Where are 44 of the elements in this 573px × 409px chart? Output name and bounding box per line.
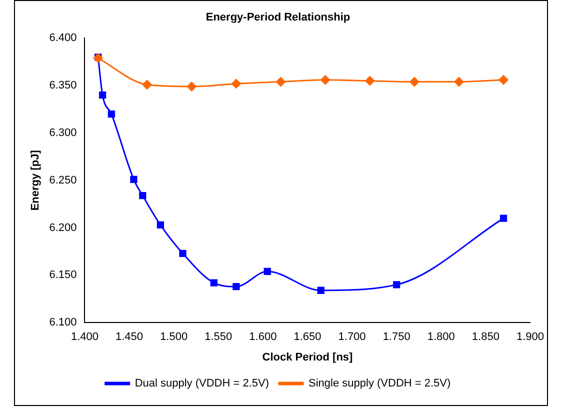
point [156,221,164,229]
point [410,77,420,87]
point [317,286,324,294]
point [365,76,375,86]
x-tick-label: 1.400 [70,331,98,344]
point [320,75,330,85]
point [108,110,116,118]
y-tick-label: 6.200 [49,222,77,234]
point [179,250,186,257]
legend-label: Single supply (VDDH = 2.5V) [308,378,451,390]
y-tick-label: 6.400 [49,32,77,44]
point [231,78,241,88]
point [130,176,138,184]
point [98,92,106,99]
x-axis-title: Clock Period [ns] [262,351,354,364]
x-tick-label: 1.850 [472,331,500,344]
x-tick-label: 1.500 [160,331,188,344]
point [498,75,508,85]
point [454,77,464,87]
y-tick-label: 6.350 [49,80,77,92]
point [276,77,286,87]
point [500,214,508,222]
x-tick-label: 1.650 [294,331,322,344]
x-tick-label: 1.750 [382,331,410,344]
chart-title: Energy-Period Relationship [206,12,350,24]
y-axis-title: Energy [pJ] [30,150,42,211]
x-tick-label: 1.600 [249,331,277,344]
x-tick-label: 1.700 [338,331,366,344]
x-tick-label: 1.550 [204,331,232,344]
point [264,268,271,275]
y-tick-label: 6.250 [49,174,77,186]
point [210,279,218,286]
point [232,283,240,290]
legend-label: Dual supply (VDDH = 2.5V) [134,378,270,390]
x-tick-label: 1.800 [427,331,455,344]
x-tick-label: 1.450 [116,331,144,344]
point [186,82,196,92]
point [139,192,146,200]
point [393,281,400,288]
y-tick-label: 6.100 [49,316,77,329]
y-tick-label: 6.300 [49,127,77,140]
y-tick-label: 6.150 [49,269,77,282]
x-tick-label: 1.900 [516,331,544,344]
point [142,80,152,90]
